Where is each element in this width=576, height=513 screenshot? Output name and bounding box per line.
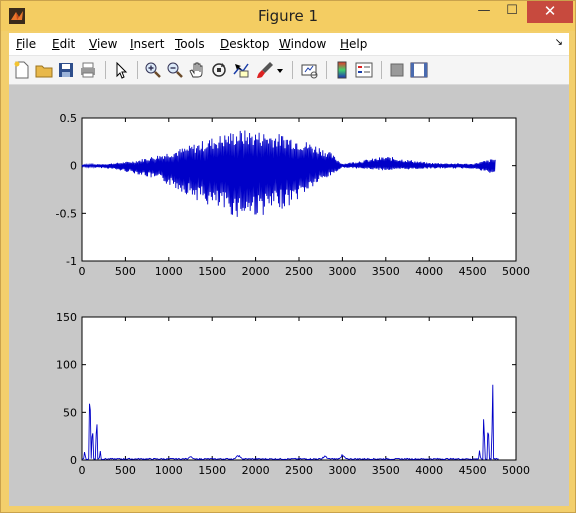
menu-edit-accel: E [52,37,60,51]
menu-view-accel: V [89,37,97,51]
figure-toolbar [9,56,569,85]
menu-window[interactable]: Window [279,37,326,51]
menu-insert[interactable]: Insert [130,37,164,51]
brush-icon[interactable] [255,60,275,80]
menu-desktop-label: esktop [229,37,270,51]
y-tick-label: 50 [63,406,77,419]
pan-hand-icon[interactable] [187,60,207,80]
menu-file-label: ile [22,37,37,51]
axes-2 [81,316,517,461]
x-tick-label: 1000 [155,464,183,477]
menu-edit-label: dit [59,37,76,51]
zoom-in-icon[interactable] [143,60,163,80]
axes-1 [81,117,517,262]
menu-bar: File Edit View Insert Tools Desktop Wind… [9,33,569,56]
menu-window-accel: W [279,37,291,51]
x-tick-label: 3500 [372,464,400,477]
show-plot-tools-icon[interactable] [409,60,429,80]
new-figure-icon[interactable] [12,60,32,80]
menu-desktop-accel: D [220,37,230,51]
x-tick-label: 5000 [502,265,530,278]
x-tick-label: 500 [115,464,136,477]
pointer-icon[interactable] [111,60,131,80]
rotate-3d-icon[interactable] [209,60,229,80]
menu-insert-accel: I [130,37,134,51]
x-tick-label: 5000 [502,464,530,477]
x-tick-label: 4500 [459,464,487,477]
open-file-icon[interactable] [34,60,54,80]
title-bar[interactable]: Figure 1 — ☐ ✕ [1,1,575,31]
toolbar-separator [381,61,382,79]
menu-window-label: indow [290,37,327,51]
menu-view-label: iew [96,37,118,51]
toolbar-separator [292,61,293,79]
x-tick-label: 2500 [285,265,313,278]
menu-help[interactable]: Help [340,37,367,51]
menu-help-accel: H [340,37,350,51]
y-tick-label: 100 [56,359,77,372]
minimize-button[interactable]: — [477,3,491,18]
y-tick-label: 150 [56,311,77,324]
print-icon[interactable] [78,60,98,80]
menu-file-accel: F [16,37,23,51]
x-tick-label: 2000 [242,265,270,278]
x-tick-label: 4500 [459,265,487,278]
x-tick-label: 1500 [198,464,226,477]
toolbar-separator [326,61,327,79]
menu-desktop[interactable]: Desktop [220,37,270,51]
toolbar-separator [137,61,138,79]
y-tick-label: 0 [70,454,77,467]
close-button[interactable]: ✕ [527,1,573,23]
legend-icon[interactable] [354,60,374,80]
window-title: Figure 1 [257,7,319,25]
y-tick-label: 0 [70,160,77,173]
save-icon[interactable] [56,60,76,80]
toolbar-separator [105,61,106,79]
figure-canvas[interactable]: 0 500 1000 1500 2000 2500 3000 3500 4000 4500 5000… [9,85,569,506]
matlab-logo-icon [9,8,25,24]
menu-tools[interactable]: Tools [175,37,205,51]
menu-tools-label: ools [180,37,205,51]
x-tick-label: 0 [79,464,86,477]
data-cursor-icon[interactable] [231,60,251,80]
plots-svg: 0 500 1000 1500 2000 2500 3000 3500 4000 4500 5000… [56,112,530,477]
link-plot-icon[interactable] [299,60,319,80]
x-tick-label: 4000 [415,464,443,477]
brush-dropdown-icon[interactable] [275,60,285,80]
menu-help-label: elp [349,37,368,51]
x-tick-label: 500 [115,265,136,278]
x-tick-label: 3500 [372,265,400,278]
series-line-1 [81,130,496,217]
x-tick-label: 2500 [285,464,313,477]
menu-edit[interactable]: Edit [52,37,75,51]
menu-view[interactable]: View [89,37,117,51]
menu-insert-label: nsert [133,37,165,51]
zoom-out-icon[interactable] [165,60,185,80]
menu-file[interactable]: File [16,37,36,51]
y-tick-label: -0.5 [56,207,77,220]
x-tick-label: 1500 [198,265,226,278]
x-tick-label: 2000 [242,464,270,477]
series-line-2 [81,384,499,461]
menu-tools-accel: T [175,37,181,51]
x-tick-label: 3000 [328,464,356,477]
x-tick-label: 4000 [415,265,443,278]
x-tick-label: 1000 [155,265,183,278]
hide-plot-tools-icon[interactable] [387,60,407,80]
maximize-button[interactable]: ☐ [506,3,518,18]
colorbar-icon[interactable] [332,60,352,80]
y-tick-label: 0.5 [60,112,78,125]
x-tick-label: 0 [79,265,86,278]
x-tick-label: 3000 [328,265,356,278]
y-tick-label: -1 [66,255,77,268]
menubar-overflow-icon[interactable]: ↘ [554,37,563,48]
